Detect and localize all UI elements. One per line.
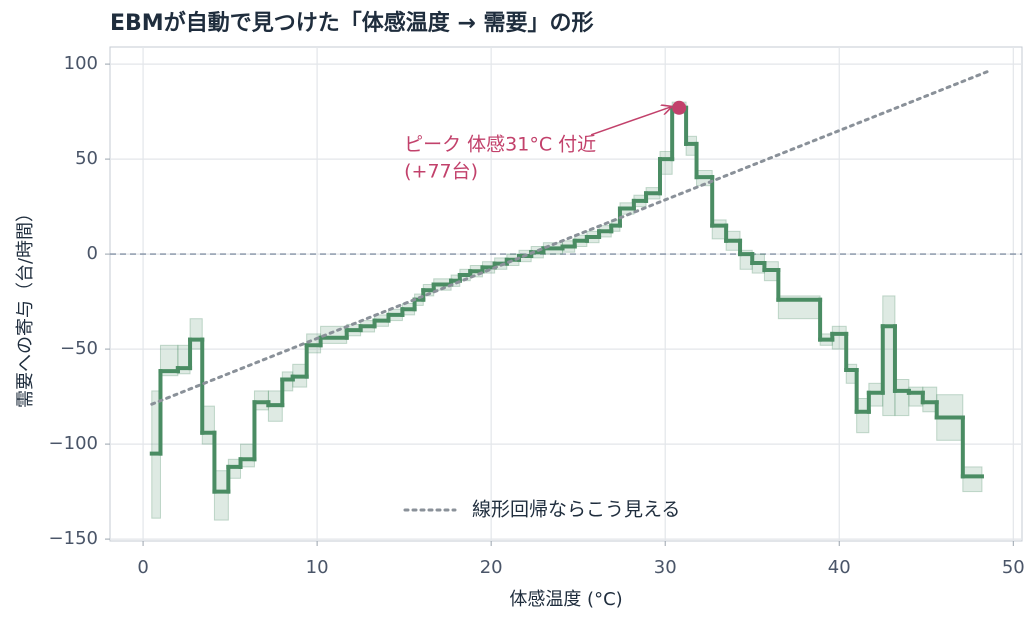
x-tick-label: 40 (828, 557, 851, 578)
confidence-band (711, 219, 727, 240)
plot-frame (109, 46, 1023, 542)
x-tick-label: 30 (654, 557, 677, 578)
confidence-band (159, 344, 179, 377)
y-tick-label: 100 (64, 53, 98, 74)
confidence-band (213, 470, 229, 521)
annotation-text: ピーク 体感31°C 付近 (404, 133, 596, 155)
confidence-band (894, 379, 910, 417)
confidence-band (962, 466, 983, 493)
annotation-arrow (590, 107, 671, 136)
confidence-band (856, 398, 870, 434)
y-axis-label: 需要への寄与（台/時間） (15, 204, 36, 408)
confidence-band (831, 325, 847, 350)
linear-fit (150, 70, 989, 406)
confidence-band (240, 443, 255, 468)
peak-point (672, 100, 687, 115)
x-tick-label: 0 (137, 557, 148, 578)
annotation-text: (+77台) (404, 160, 478, 182)
legend-label: 線形回帰ならこう見える (472, 499, 680, 521)
y-tick-label: −150 (49, 528, 98, 549)
y-tick-label: 0 (87, 243, 98, 264)
x-axis-label: 体感温度 (°C) (509, 589, 622, 610)
x-tick-label: 50 (1002, 557, 1025, 578)
y-tick-label: −100 (49, 433, 98, 454)
x-tick-label: 10 (306, 557, 329, 578)
confidence-band (908, 386, 924, 407)
chart-title: EBMが自動で見つけた「体感温度 → 需要」の形 (110, 10, 593, 36)
y-tick-label: 50 (75, 148, 98, 169)
y-tick-label: −50 (60, 338, 98, 359)
x-tick-label: 20 (480, 557, 503, 578)
confidence-band (922, 386, 938, 413)
